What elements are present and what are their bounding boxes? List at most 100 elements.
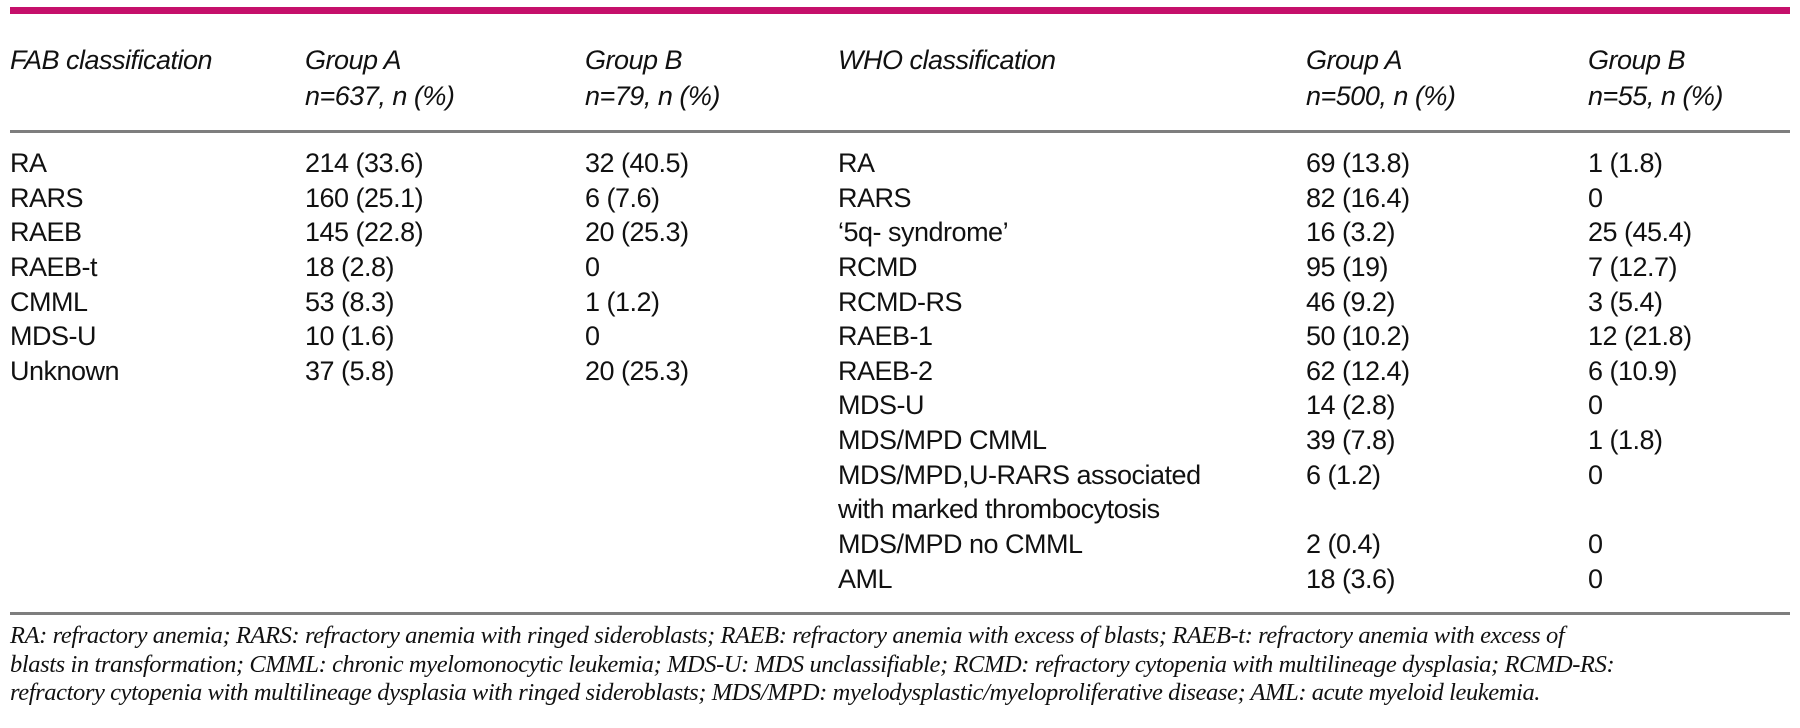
fab-cell-empty	[585, 458, 838, 493]
who-cell-group-b: 0	[1588, 563, 1603, 594]
who-cell-group-a: 2 (0.4)	[1306, 529, 1381, 560]
who-cell-empty	[1588, 492, 1792, 527]
fab-cell-empty	[305, 458, 585, 493]
fab-cell-empty	[10, 562, 305, 597]
who-cell-group-b: 0	[1588, 529, 1603, 560]
who-row-label: RCMD-RS	[838, 286, 963, 317]
accent-bar	[10, 7, 1790, 14]
who-row-label: RA	[838, 148, 875, 178]
fab-cell-group-b: 20 (25.3)	[585, 355, 689, 386]
who-cell-empty	[1306, 492, 1588, 527]
fab-row-label: CMML	[10, 286, 88, 317]
who-row-label: MDS-U	[838, 390, 925, 421]
header-label: Group A	[305, 45, 402, 75]
header-label: WHO classification	[838, 45, 1056, 75]
fab-cell-empty	[10, 423, 305, 458]
fab-cell-empty	[305, 527, 585, 562]
who-cell-group-b: 0	[1588, 182, 1603, 213]
header-who-group-a: Group A n=500, n (%)	[1306, 42, 1588, 114]
who-cell-group-b: 1 (1.8)	[1588, 425, 1663, 456]
fab-row-label: RARS	[10, 182, 84, 213]
fab-row-label: RA	[10, 148, 47, 178]
fab-cell-group-b: 32 (40.5)	[585, 148, 689, 178]
header-sublabel: n=500, n (%)	[1306, 81, 1456, 111]
header-fab-group-b: Group B n=79, n (%)	[585, 42, 838, 114]
who-cell-group-b: 3 (5.4)	[1588, 286, 1663, 317]
who-cell-group-b: 6 (10.9)	[1588, 355, 1678, 386]
who-cell-group-a: 16 (3.2)	[1306, 217, 1396, 248]
who-cell-group-b: 12 (21.8)	[1588, 321, 1692, 352]
who-row-label: MDS/MPD,U-RARS associated	[838, 459, 1201, 490]
footnote-line: RA: refractory anemia; RARS: refractory …	[10, 622, 1565, 649]
who-row-label: RCMD	[838, 251, 918, 282]
who-row-label: RAEB-2	[838, 355, 933, 386]
who-cell-group-a: 50 (10.2)	[1306, 321, 1410, 352]
fab-cell-empty	[10, 458, 305, 493]
fab-cell-empty	[585, 527, 838, 562]
header-who-classification: WHO classification	[838, 42, 1306, 114]
table-footnote: RA: refractory anemia; RARS: refractory …	[10, 622, 1790, 708]
fab-cell-group-a: 214 (33.6)	[305, 148, 424, 178]
table-body: RA 214 (33.6) 32 (40.5) RA 69 (13.8) 1 (…	[10, 146, 1792, 596]
who-row-label: MDS/MPD CMML	[838, 425, 1047, 456]
fab-cell-group-b: 1 (1.2)	[585, 286, 660, 317]
who-row-label: MDS/MPD no CMML	[838, 529, 1083, 560]
fab-cell-empty	[305, 388, 585, 423]
header-who-group-b: Group B n=55, n (%)	[1588, 42, 1792, 114]
fab-cell-group-a: 145 (22.8)	[305, 217, 424, 248]
header-sublabel: n=637, n (%)	[305, 81, 455, 111]
fab-cell-group-a: 160 (25.1)	[305, 182, 424, 213]
fab-cell-empty	[585, 562, 838, 597]
who-cell-group-a: 95 (19)	[1306, 251, 1389, 282]
fab-cell-group-a: 37 (5.8)	[305, 355, 395, 386]
who-cell-group-a: 62 (12.4)	[1306, 355, 1410, 386]
who-row-label: RAEB-1	[838, 321, 933, 352]
fab-cell-empty	[10, 527, 305, 562]
header-fab-classification: FAB classification	[10, 42, 305, 114]
header-sublabel: n=79, n (%)	[585, 81, 720, 111]
who-cell-group-a: 46 (9.2)	[1306, 286, 1396, 317]
fab-cell-group-a: 53 (8.3)	[305, 286, 395, 317]
fab-cell-empty	[585, 492, 838, 527]
table-header-row: FAB classification Group A n=637, n (%) …	[10, 42, 1792, 114]
fab-row-label: RAEB-t	[10, 251, 98, 282]
header-label: FAB classification	[10, 45, 213, 75]
header-label: Group B	[1588, 45, 1686, 75]
fab-cell-empty	[305, 492, 585, 527]
header-sublabel: n=55, n (%)	[1588, 81, 1723, 111]
who-cell-group-b: 0	[1588, 459, 1603, 490]
who-row-label: RARS	[838, 182, 912, 213]
fab-cell-empty	[305, 562, 585, 597]
header-label: Group B	[585, 45, 683, 75]
fab-cell-group-b: 0	[585, 251, 600, 282]
fab-row-label: Unknown	[10, 355, 120, 386]
header-fab-group-a: Group A n=637, n (%)	[305, 42, 585, 114]
who-cell-group-a: 69 (13.8)	[1306, 148, 1410, 178]
fab-cell-group-a: 18 (2.8)	[305, 251, 395, 282]
fab-cell-group-b: 6 (7.6)	[585, 182, 660, 213]
footnote-line: blasts in transformation; CMML: chronic …	[10, 650, 1615, 678]
fab-cell-group-b: 20 (25.3)	[585, 217, 689, 248]
fab-cell-empty	[10, 492, 305, 527]
fab-cell-empty	[305, 423, 585, 458]
who-cell-group-b: 7 (12.7)	[1588, 251, 1678, 282]
fab-cell-empty	[10, 388, 305, 423]
who-cell-group-a: 14 (2.8)	[1306, 390, 1396, 421]
header-label: Group A	[1306, 45, 1403, 75]
footnote-line: refractory cytopenia with multilineage d…	[10, 679, 1541, 706]
fab-row-label: MDS-U	[10, 321, 97, 352]
who-cell-group-b: 0	[1588, 390, 1603, 421]
fab-cell-group-b: 0	[585, 321, 600, 352]
who-cell-group-b: 25 (45.4)	[1588, 217, 1692, 248]
fab-cell-empty	[585, 388, 838, 423]
who-cell-group-a: 18 (3.6)	[1306, 563, 1396, 594]
who-row-label: AML	[838, 563, 893, 594]
header-divider-rule	[10, 130, 1790, 133]
who-cell-group-a: 6 (1.2)	[1306, 459, 1381, 490]
who-cell-group-a: 39 (7.8)	[1306, 425, 1396, 456]
who-cell-group-a: 82 (16.4)	[1306, 182, 1410, 213]
who-row-label: ‘5q- syndrome’	[838, 217, 1009, 248]
fab-cell-empty	[585, 423, 838, 458]
fab-cell-group-a: 10 (1.6)	[305, 321, 395, 352]
